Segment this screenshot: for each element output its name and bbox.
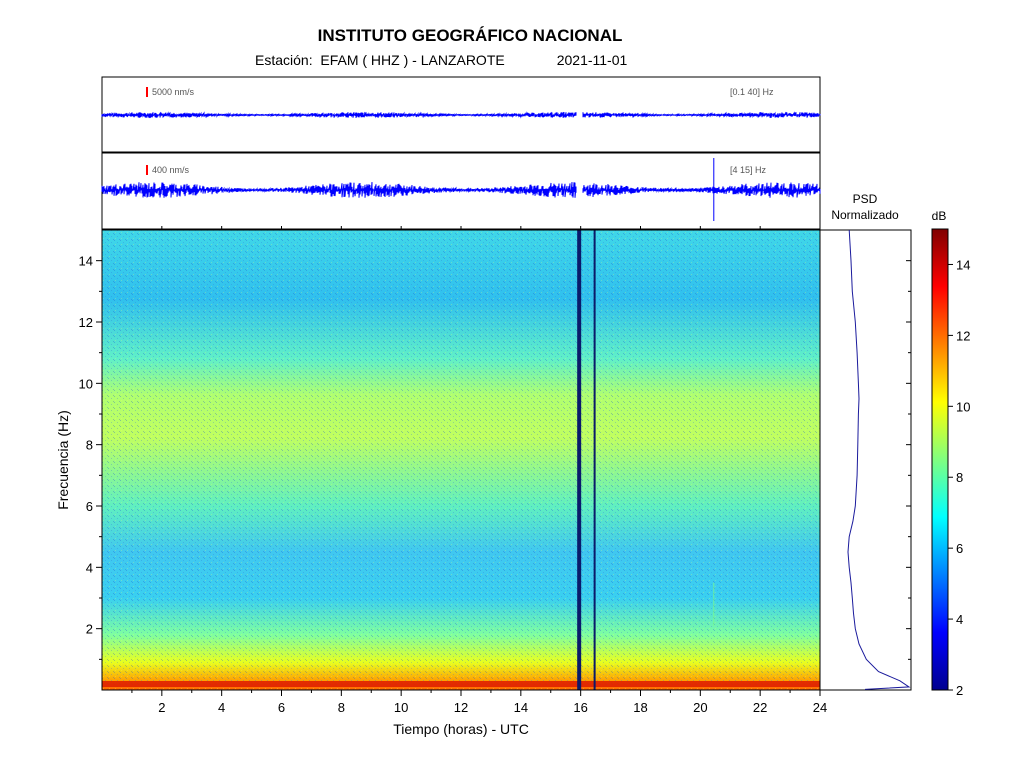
x-tick-label: 16 (573, 700, 587, 715)
colorbar-tick-label: 14 (956, 257, 970, 272)
colorbar-gradient (931, 228, 949, 691)
colorbar-tick-label: 10 (956, 399, 970, 414)
data-gap-line (577, 230, 582, 690)
y-tick-label: 14 (79, 254, 93, 269)
y-tick-label: 10 (79, 376, 93, 391)
x-tick-label: 8 (338, 700, 345, 715)
colorbar: dB 2 4 6 8 10 12 14 (931, 209, 970, 698)
x-axis-title: Tiempo (horas) - UTC (393, 721, 529, 737)
psd-panel: PSD Normalizado (819, 192, 912, 691)
low-frequency-band (102, 681, 820, 687)
colorbar-label: dB (932, 209, 947, 223)
psd-axis (906, 260, 911, 660)
y-tick-label: 12 (79, 315, 93, 330)
station-prefix: Estación: (255, 52, 313, 68)
colorbar-axis: 2 4 6 8 10 12 14 (948, 257, 970, 698)
station-subtitle: Estación: EFAM ( HHZ ) - LANZAROTE 2021-1… (255, 52, 627, 68)
y-axis: 2 4 6 8 10 12 14 (79, 254, 825, 660)
station-name: EFAM ( HHZ ) - LANZAROTE (320, 52, 505, 68)
trace-band-label-1: [0.1 40] Hz (730, 87, 774, 97)
trace-band-label-2: [4 15] Hz (730, 165, 767, 175)
chart-title: INSTITUTO GEOGRÁFICO NACIONAL (317, 26, 623, 45)
psd-subtitle: Normalizado (831, 208, 899, 222)
data-gap-line (593, 230, 596, 690)
x-tick-label: 4 (218, 700, 225, 715)
x-tick-label: 12 (454, 700, 468, 715)
data-gaps (577, 230, 596, 690)
colorbar-tick-label: 2 (956, 683, 963, 698)
y-tick-label: 4 (86, 560, 93, 575)
psd-curve (847, 229, 911, 690)
spectrogram-texture (102, 230, 820, 690)
y-tick-label: 6 (86, 499, 93, 514)
colorbar-tick-label: 8 (956, 470, 963, 485)
spectrogram-heatmap (101, 229, 821, 691)
y-tick-label: 2 (86, 622, 93, 637)
x-tick-label: 20 (693, 700, 707, 715)
y-tick-label: 8 (86, 438, 93, 453)
trace-panel-broadband: 5000 nm/s [0.1 40] Hz (101, 76, 821, 153)
psd-frame (819, 229, 912, 691)
x-tick-label: 24 (813, 700, 827, 715)
x-tick-label: 18 (633, 700, 647, 715)
colorbar-tick-label: 4 (956, 612, 963, 627)
station-date: 2021-11-01 (556, 52, 628, 68)
x-tick-label: 10 (394, 700, 408, 715)
colorbar-tick-label: 6 (956, 541, 963, 556)
x-tick-label: 14 (514, 700, 528, 715)
x-tick-label: 22 (753, 700, 767, 715)
psd-title: PSD (853, 192, 878, 206)
x-axis: 2 4 6 8 10 12 14 16 18 20 22 24 (131, 226, 827, 715)
trace-waveform-2 (101, 182, 821, 198)
colorbar-tick-label: 12 (956, 328, 970, 343)
trace-scale-label-1: 5000 nm/s (152, 87, 195, 97)
trace-panel-filtered: 400 nm/s [4 15] Hz (101, 152, 821, 230)
y-axis-title: Frecuencia (Hz) (55, 410, 71, 510)
trace-waveform-1 (101, 111, 821, 119)
scale-marker-1 (146, 87, 148, 97)
x-tick-label: 2 (158, 700, 165, 715)
x-tick-label: 6 (278, 700, 285, 715)
scale-marker-2 (146, 165, 148, 175)
trace-scale-label-2: 400 nm/s (152, 165, 190, 175)
